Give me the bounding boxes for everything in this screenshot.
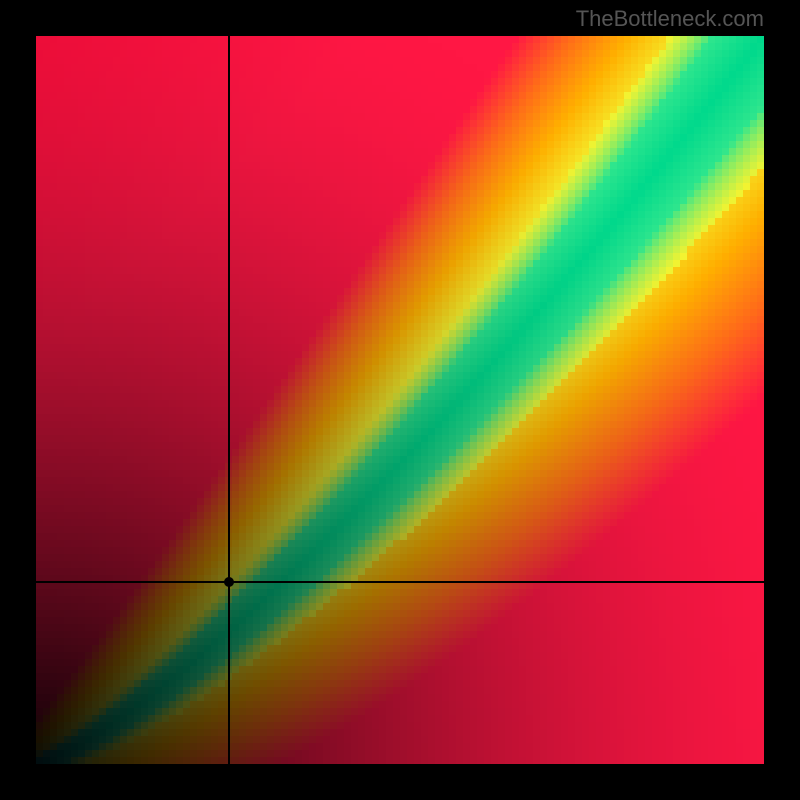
watermark-text: TheBottleneck.com — [576, 6, 764, 32]
bottleneck-heatmap — [36, 36, 764, 764]
crosshair-horizontal — [36, 581, 764, 583]
crosshair-marker — [224, 577, 234, 587]
crosshair-vertical — [228, 36, 230, 764]
